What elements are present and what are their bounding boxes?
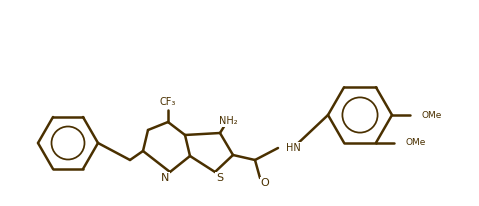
Text: N: N [161,173,169,183]
Text: OMe: OMe [422,110,443,119]
Text: HN: HN [286,143,301,153]
Text: NH₂: NH₂ [219,116,237,126]
Text: CF₃: CF₃ [160,97,176,107]
Text: OMe: OMe [406,138,426,147]
Text: O: O [261,178,269,188]
Text: S: S [217,173,224,183]
